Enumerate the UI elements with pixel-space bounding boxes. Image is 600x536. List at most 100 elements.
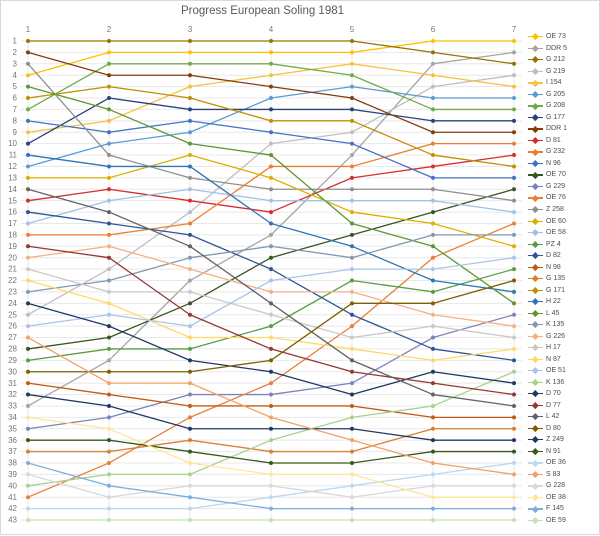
legend-label: D 77 — [546, 401, 561, 409]
legend-label: D 81 — [546, 136, 561, 144]
legend-item: K 135 — [528, 319, 600, 331]
data-point-marker — [350, 255, 354, 260]
data-point-marker — [431, 438, 435, 443]
data-point-marker — [107, 381, 111, 386]
data-point-marker — [512, 289, 516, 294]
data-point-marker — [269, 324, 273, 329]
legend-label: I 154 — [546, 79, 562, 87]
legend-marker-icon — [528, 517, 543, 524]
data-point-marker — [512, 244, 516, 249]
data-point-marker — [269, 358, 273, 363]
legend-item: F 145 — [528, 503, 600, 515]
legend-item: G 208 — [528, 100, 600, 112]
legend-label: OE 59 — [546, 516, 566, 524]
data-point-marker — [188, 506, 192, 511]
data-point-marker — [431, 518, 435, 523]
data-point-marker — [350, 39, 354, 43]
data-point-marker — [107, 130, 111, 135]
y-axis-tick-label: 28 — [8, 345, 17, 354]
y-axis-tick-label: 25 — [8, 310, 17, 319]
data-point-marker — [512, 39, 516, 43]
y-axis-tick-label: 21 — [8, 265, 17, 274]
legend-label: G 171 — [546, 286, 566, 294]
data-point-marker — [431, 175, 435, 180]
data-point-marker — [512, 358, 516, 363]
data-point-marker — [431, 278, 435, 283]
data-point-marker — [26, 426, 30, 431]
y-axis-tick-label: 43 — [8, 516, 17, 525]
data-point-marker — [431, 164, 435, 169]
y-axis-tick-label: 3 — [13, 59, 18, 68]
data-point-marker — [188, 141, 192, 146]
legend-item: L 42 — [528, 411, 600, 423]
legend-marker-icon — [528, 355, 543, 363]
data-point-marker — [431, 232, 435, 237]
data-point-marker — [512, 164, 516, 169]
data-point-marker — [512, 84, 516, 89]
data-point-marker — [512, 267, 516, 272]
legend-marker-icon — [528, 79, 543, 87]
legend-label: DDR 1 — [546, 125, 568, 133]
data-point-marker — [188, 312, 192, 317]
data-point-marker — [188, 449, 192, 454]
legend-item: K 136 — [528, 376, 600, 388]
data-point-marker — [269, 39, 273, 43]
data-point-marker — [431, 392, 435, 397]
data-point-marker — [269, 244, 273, 249]
data-point-marker — [431, 369, 435, 374]
data-point-marker — [107, 358, 111, 363]
data-point-marker — [107, 61, 111, 66]
x-axis-tick-label: 7 — [512, 25, 517, 34]
data-point-marker — [26, 141, 30, 146]
legend-marker-icon — [528, 344, 543, 351]
legend-item: N 96 — [528, 158, 600, 170]
legend-label: F 145 — [546, 505, 564, 513]
data-point-marker — [188, 438, 192, 443]
data-point-marker — [188, 415, 192, 420]
data-point-marker — [431, 460, 435, 465]
data-point-marker — [512, 221, 516, 226]
y-axis-tick-label: 33 — [8, 402, 17, 411]
data-point-marker — [512, 324, 516, 329]
y-axis-tick-label: 17 — [8, 219, 17, 228]
data-point-marker — [188, 358, 192, 363]
legend-item: OE 60 — [528, 215, 600, 227]
legend-marker-icon — [528, 401, 543, 409]
legend-item: S 83 — [528, 469, 600, 481]
data-point-marker — [350, 96, 354, 101]
data-point-marker — [350, 301, 354, 306]
data-point-marker — [269, 312, 273, 317]
data-point-marker — [107, 438, 111, 443]
legend-label: OE 51 — [546, 367, 566, 375]
legend-marker-icon — [528, 102, 543, 110]
legend-marker-icon — [528, 309, 543, 317]
data-point-marker — [512, 301, 516, 306]
legend-item: I 154 — [528, 77, 600, 89]
x-axis-tick-label: 5 — [350, 25, 355, 34]
data-point-marker — [512, 107, 516, 112]
data-point-marker — [26, 50, 30, 55]
data-point-marker — [188, 39, 192, 43]
data-point-marker — [350, 312, 354, 317]
data-point-marker — [26, 495, 30, 500]
data-point-marker — [350, 187, 354, 192]
legend-item: G 232 — [528, 146, 600, 158]
data-point-marker — [350, 198, 354, 203]
y-axis-tick-label: 26 — [8, 322, 17, 331]
data-point-marker — [512, 73, 516, 78]
legend-item: D 70 — [528, 388, 600, 400]
data-point-marker — [107, 164, 111, 169]
legend-label: DDR 5 — [546, 44, 568, 52]
data-point-marker — [350, 289, 354, 294]
legend-item: G 228 — [528, 480, 600, 492]
legend-marker-icon — [528, 206, 543, 213]
legend-marker-icon — [528, 56, 543, 64]
legend-marker-icon — [528, 471, 543, 478]
data-point-marker — [269, 449, 273, 454]
data-point-marker — [269, 472, 273, 477]
data-point-marker — [269, 301, 273, 306]
data-point-marker — [26, 460, 30, 465]
data-point-marker — [431, 153, 435, 158]
legend-item: OE 38 — [528, 492, 600, 504]
data-point-marker — [512, 506, 516, 511]
